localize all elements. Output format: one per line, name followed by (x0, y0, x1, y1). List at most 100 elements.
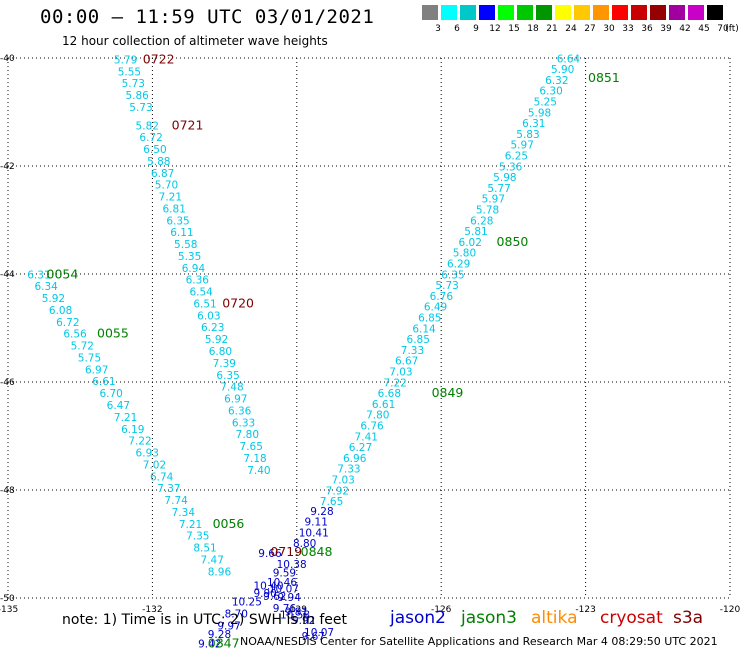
wave-height-value: 7.39 (213, 358, 236, 370)
wave-height-value: 7.22 (128, 436, 151, 448)
legend-swatch (707, 5, 723, 20)
wave-height-value: 6.72 (56, 317, 79, 329)
wave-height-value: 10.07 (269, 584, 299, 596)
legend-swatch (422, 5, 438, 20)
lat-tick-label: -48 (0, 486, 15, 496)
legend-swatch (460, 5, 476, 20)
wave-height-value: 5.58 (174, 239, 197, 251)
map-title: 00:00 – 11:59 UTC 03/01/2021 (40, 6, 375, 28)
wave-height-value: 7.48 (220, 382, 243, 394)
wave-height-value: 5.70 (155, 180, 178, 192)
wave-height-value: 5.90 (551, 64, 574, 76)
wave-height-value: 7.74 (164, 495, 188, 507)
legend-swatch (612, 5, 628, 20)
wave-height-value: 9.11 (305, 517, 328, 529)
wave-height-value: 6.11 (170, 227, 193, 239)
wave-height-value: 6.08 (49, 305, 72, 317)
wave-height-value: 7.65 (320, 496, 343, 508)
wave-height-value: 6.51 (193, 298, 216, 310)
legend-label: 30 (603, 24, 615, 34)
wave-height-value: 5.77 (487, 183, 510, 195)
legend-label: 9 (473, 24, 479, 34)
wave-height-value: 9.67 (302, 631, 325, 643)
time-label: 0849 (432, 385, 464, 400)
wave-height-value: 5.80 (453, 248, 476, 260)
wave-height-value: 9.97 (217, 620, 240, 632)
satellite-jason3: jason3 (461, 608, 517, 628)
wave-height-value: 7.80 (366, 410, 389, 422)
time-label: 0054 (47, 266, 79, 281)
wave-height-value: 5.79 (114, 54, 137, 66)
legend-unit: (ft) (725, 24, 739, 34)
wave-height-value: 5.86 (125, 90, 149, 102)
wave-height-value: 10.58 (280, 610, 310, 622)
wave-height-value: 9.59 (273, 567, 296, 579)
wave-height-value: 5.97 (482, 194, 505, 206)
satellite-jason2: jason2 (390, 608, 446, 628)
footer-credit: NOAA/NESDIS Center for Satellite Applica… (240, 635, 718, 648)
time-label: 0722 (143, 51, 175, 66)
wave-height-value: 6.56 (63, 329, 87, 341)
time-label: 0850 (497, 234, 529, 249)
legend-swatch (688, 5, 704, 20)
legend-swatch (593, 5, 609, 20)
time-label: 0721 (172, 117, 204, 132)
wave-height-value: 10.46 (267, 577, 297, 589)
legend-label: 45 (698, 24, 710, 34)
wave-height-value: 5.73 (129, 102, 152, 114)
wave-height-value: 7.35 (186, 531, 209, 543)
satellite-altika: altika (531, 608, 578, 628)
wave-height-value: 10.40 (253, 580, 283, 592)
wave-height-value: 5.92 (42, 293, 65, 305)
wave-height-value: 7.92 (326, 485, 349, 497)
wave-height-value: 5.73 (122, 78, 145, 90)
legend-swatch (555, 5, 571, 20)
wave-height-value: 6.85 (407, 334, 430, 346)
wave-height-value: 5.97 (511, 140, 534, 152)
wave-height-value: 6.31 (522, 118, 545, 130)
wave-height-value: 9.81 (285, 606, 308, 618)
wave-height-value: 5.25 (534, 97, 557, 109)
wave-height-value: 5.75 (78, 352, 101, 364)
wave-height-value: 6.54 (189, 287, 213, 299)
wave-height-value: 6.80 (209, 346, 232, 358)
wave-height-value: 6.49 (424, 302, 447, 314)
wave-height-value: 6.70 (99, 388, 122, 400)
wave-height-value: 7.21 (179, 519, 202, 531)
wave-height-value: 8.51 (193, 543, 216, 555)
wave-height-value: 6.27 (349, 442, 372, 454)
wave-height-value: 7.65 (240, 441, 263, 453)
wave-height-value: 7.21 (159, 192, 182, 204)
lat-tick-label: -50 (0, 594, 15, 604)
wave-height-value: 6.35 (166, 215, 189, 227)
wave-height-value: 7.22 (383, 377, 406, 389)
wave-height-value: 6.67 (395, 356, 418, 368)
wave-height-value: 7.18 (243, 453, 266, 465)
wave-height-value: 7.02 (143, 459, 166, 471)
wave-height-value: 9.90 (253, 588, 276, 600)
wave-height-value: 6.19 (121, 424, 144, 436)
wave-height-value: 6.36 (186, 275, 210, 287)
legend-swatch (517, 5, 533, 20)
legend-label: 36 (641, 24, 653, 34)
lon-tick-label: -123 (575, 605, 595, 615)
wave-height-value: 6.03 (197, 310, 220, 322)
legend-label: 15 (508, 24, 520, 34)
lat-tick-label: -40 (0, 54, 15, 64)
lon-tick-label: -129 (287, 605, 308, 615)
legend-label: 21 (546, 24, 558, 34)
lon-tick-label: -126 (431, 605, 452, 615)
wave-height-value: 6.64 (557, 53, 581, 65)
wave-height-value: 8.96 (208, 566, 232, 578)
wave-height-value: 7.34 (172, 507, 196, 519)
wave-height-value: 10.41 (299, 527, 329, 539)
wave-height-value: 5.83 (516, 129, 539, 141)
wave-height-value: 7.47 (201, 554, 224, 566)
legend-swatch (631, 5, 647, 20)
wave-height-value: 6.68 (378, 388, 401, 400)
wave-height-value: 6.85 (418, 313, 441, 325)
wave-height-value: 6.97 (224, 394, 247, 406)
wave-height-value: 7.03 (331, 475, 354, 487)
wave-height-value: 6.23 (201, 322, 224, 334)
